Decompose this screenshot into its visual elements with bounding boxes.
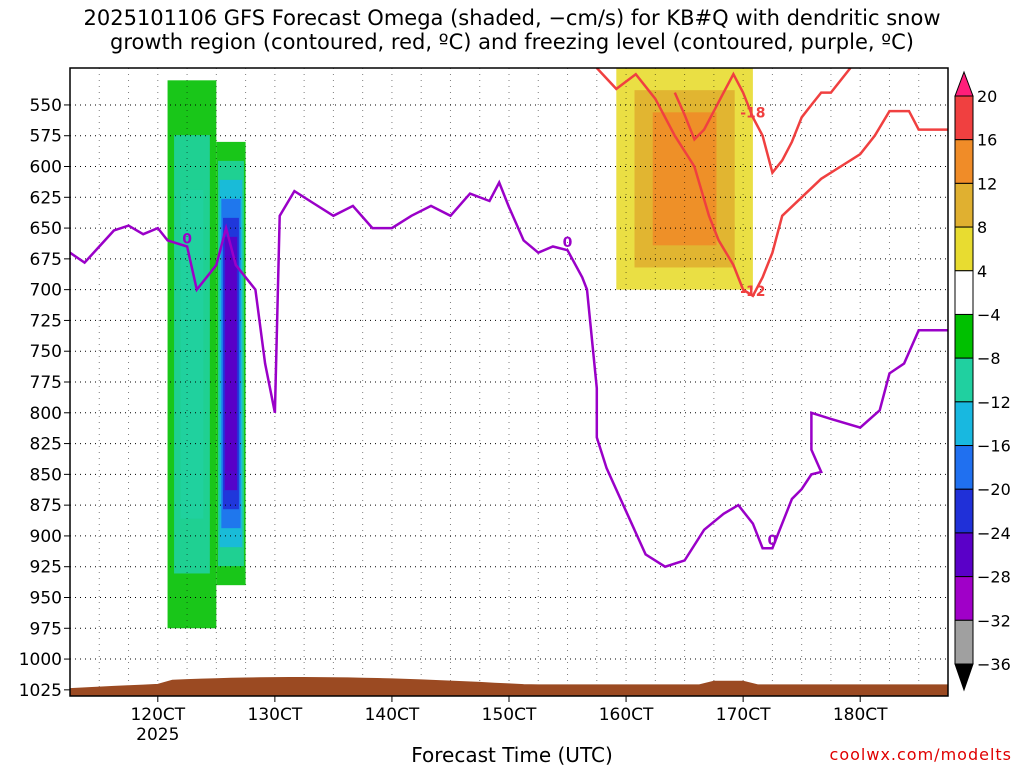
colorbar-label-12: −32 <box>977 611 1011 630</box>
colorbar-label-9: −20 <box>977 480 1011 499</box>
y-tick-label-825: 825 <box>30 435 62 455</box>
colorbar-label-7: −12 <box>977 393 1011 412</box>
colorbar-label-8: −16 <box>977 437 1011 456</box>
colorbar-label-13: −36 <box>977 655 1011 674</box>
omega-band-1-6 <box>226 255 236 472</box>
x-tick-label-6: 180CT <box>833 705 888 725</box>
colorbar-label-2: 12 <box>977 174 997 193</box>
y-tick-label-875: 875 <box>30 496 62 516</box>
y-tick-label-575: 575 <box>30 127 62 147</box>
colorbar-box-1 <box>954 139 974 184</box>
colorbar-label-6: −8 <box>977 349 1001 368</box>
x-tick-label-5: 170CT <box>716 705 771 725</box>
colorbar-label-3: 8 <box>977 218 987 237</box>
contour-layer: -12 -18 0 0 0 <box>70 68 948 569</box>
omega-band-2-2 <box>652 112 717 246</box>
y-tick-label-700: 700 <box>30 281 62 301</box>
colorbar-box-8 <box>954 445 974 490</box>
freezing-level-label-0: 0 <box>182 232 192 248</box>
colorbar-label-4: 4 <box>977 262 987 281</box>
y-tick-label-850: 850 <box>30 465 62 485</box>
title-line-2: growth region (contoured, red, ºC) and f… <box>110 30 914 54</box>
y-tick-label-975: 975 <box>30 619 62 639</box>
y-tick-label-1025: 1025 <box>19 681 62 701</box>
freezing-level-label-2: 0 <box>768 533 778 549</box>
freezing-level-label-1: 0 <box>563 235 573 251</box>
terrain-polygon <box>70 677 948 696</box>
dgz-contour-label-0: -12 <box>740 284 765 300</box>
colorbar-label-1: 16 <box>977 131 997 150</box>
dgz-contour-1 <box>673 68 852 176</box>
source-credit: coolwx.com/modelts <box>829 745 1012 764</box>
colorbar-box-11 <box>954 576 974 621</box>
colorbar-bottom-arrow <box>954 663 974 692</box>
chart-title: 2025101106 GFS Forecast Omega (shaded, −… <box>0 6 1024 54</box>
colorbar-box-0 <box>954 95 974 141</box>
colorbar-box-7 <box>954 401 974 447</box>
y-tick-label-550: 550 <box>30 96 62 116</box>
omega-shading <box>167 68 753 629</box>
x-tick-label-4: 160CT <box>599 705 654 725</box>
x-axis-label: Forecast Time (UTC) <box>411 743 613 767</box>
colorbar-box-2 <box>954 182 974 228</box>
colorbar-label-11: −28 <box>977 568 1011 587</box>
omega-band-0-2 <box>180 189 204 519</box>
y-tick-label-900: 900 <box>30 527 62 547</box>
colorbar-box-3 <box>954 226 974 272</box>
y-tick-label-725: 725 <box>30 311 62 331</box>
title-line-1: 2025101106 GFS Forecast Omega (shaded, −… <box>83 6 941 30</box>
colorbar-top-arrow <box>954 70 974 97</box>
colorbar-label-5: −4 <box>977 305 1001 324</box>
y-tick-label-650: 650 <box>30 219 62 239</box>
colorbar-box-12 <box>954 619 974 665</box>
y-tick-label-600: 600 <box>30 158 62 178</box>
freezing-level-contour <box>70 179 948 569</box>
colorbar-label-0: 20 <box>977 87 997 106</box>
y-tick-label-925: 925 <box>30 558 62 578</box>
x-tick-label-0: 120CT <box>130 705 185 725</box>
y-tick-label-675: 675 <box>30 250 62 270</box>
colorbar-box-9 <box>954 488 974 534</box>
colorbar-box-5 <box>954 313 974 359</box>
dgz-contour-0 <box>595 68 948 298</box>
colorbar-box-10 <box>954 532 974 578</box>
y-tick-label-625: 625 <box>30 188 62 208</box>
x-tick-label-1: 130CT <box>248 705 303 725</box>
terrain-fill <box>70 677 948 696</box>
colorbar-label-10: −24 <box>977 524 1011 543</box>
y-tick-label-800: 800 <box>30 404 62 424</box>
colorbar: 20 16 12 8 4 −4 −8 −12 −16 −20 −24 −28 −32 −36 <box>954 70 1011 692</box>
y-tick-label-750: 750 <box>30 342 62 362</box>
x-tick-label-2: 140CT <box>365 705 420 725</box>
y-tick-label-950: 950 <box>30 588 62 608</box>
y-axis: 550 575 600 625 650 675 700 725 750 775 800 825 850 8… <box>19 96 70 701</box>
x-tick-sublabel-0: 2025 <box>136 725 179 745</box>
colorbar-box-4 <box>954 270 974 315</box>
colorbar-box-6 <box>954 357 974 403</box>
y-tick-label-775: 775 <box>30 373 62 393</box>
x-tick-label-3: 150CT <box>482 705 537 725</box>
y-tick-label-1000: 1000 <box>19 650 62 670</box>
dgz-contour-label-1: -18 <box>740 105 765 121</box>
